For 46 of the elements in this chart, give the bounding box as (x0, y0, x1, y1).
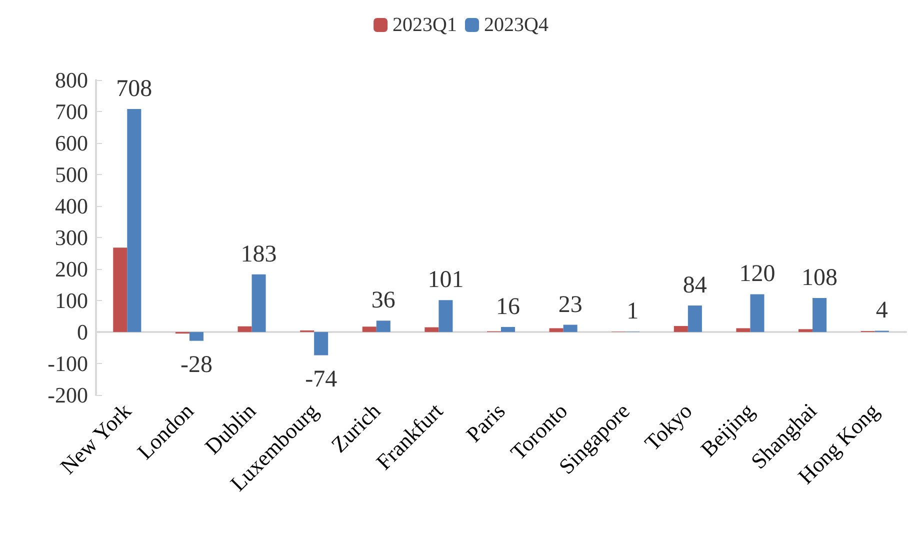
bar (438, 300, 453, 332)
data-label: 23 (558, 292, 582, 318)
bar (189, 332, 204, 341)
bar (549, 328, 564, 332)
y-tick-label: 100 (55, 288, 88, 313)
data-label: -28 (180, 352, 212, 378)
y-tick-label: -200 (48, 382, 88, 408)
legend-label: 2023Q1 (392, 14, 458, 36)
bar (314, 332, 328, 356)
data-label: 101 (428, 267, 464, 294)
y-tick-label: 200 (55, 256, 88, 282)
bar (376, 320, 390, 332)
data-label: 183 (240, 241, 277, 268)
y-tick-label: 400 (55, 194, 88, 218)
bar (127, 108, 142, 332)
bar (812, 298, 827, 332)
x-tick-label: Paris (461, 398, 510, 447)
bar (424, 327, 439, 332)
bar (238, 326, 252, 332)
y-tick-label: 0 (77, 320, 88, 344)
y-tick-label: 500 (55, 162, 88, 187)
y-tick-label: 600 (55, 130, 88, 156)
data-label: -74 (305, 366, 338, 392)
legend-label: 2023Q4 (484, 14, 548, 36)
data-label: 108 (802, 264, 838, 291)
y-tick-label: 700 (55, 99, 88, 124)
data-label: 120 (739, 261, 776, 288)
bar (688, 306, 702, 332)
bar (252, 274, 266, 332)
data-label: 16 (496, 294, 520, 320)
y-tick-label: -100 (48, 351, 88, 376)
data-label: 1 (626, 298, 639, 325)
y-tick-label: 800 (55, 68, 88, 92)
data-label: 4 (876, 298, 888, 324)
data-label: 84 (682, 272, 707, 299)
bar (501, 326, 516, 332)
bar (113, 248, 128, 332)
data-label: 36 (371, 288, 396, 314)
y-tick-label: 300 (55, 225, 88, 250)
bar (736, 328, 750, 332)
bar (750, 294, 764, 332)
bar (362, 326, 376, 332)
data-label: 708 (116, 76, 152, 102)
bar (798, 329, 813, 332)
bar (563, 324, 578, 332)
bar (674, 326, 688, 332)
